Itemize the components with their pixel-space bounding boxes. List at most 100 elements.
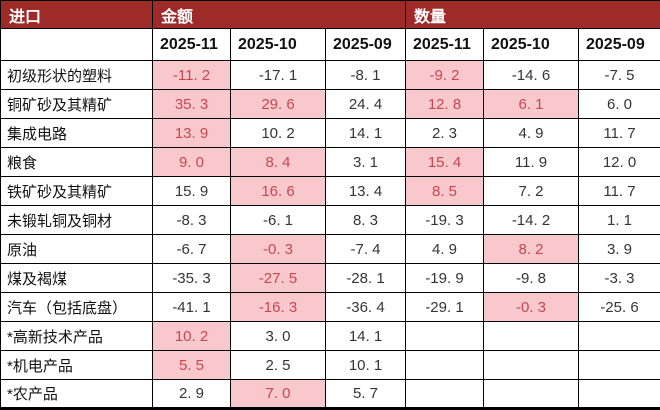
table-row: *农产品 2. 9 7. 0 5. 7: [1, 380, 660, 409]
month-header-quantity-3: 2025-09: [579, 29, 660, 61]
table-title-import: 进口: [1, 1, 153, 29]
table-row: 煤及褐煤 -35. 3 -27. 5 -28. 1 -19. 9 -9. 8 -…: [1, 264, 660, 293]
amount-cell: -8. 3: [153, 206, 231, 235]
table-body: 初级形状的塑料 -11. 2 -17. 1 -8. 1 -9. 2 -14. 6…: [1, 61, 660, 409]
amount-cell: -0. 3: [231, 235, 326, 264]
amount-cell: -16. 3: [231, 293, 326, 322]
table-row: 铜矿砂及其精矿 35. 3 29. 6 24. 4 12. 8 6. 1 6. …: [1, 90, 660, 119]
amount-cell: -36. 4: [326, 293, 406, 322]
amount-cell: 10. 2: [231, 119, 326, 148]
quantity-cell: 12. 0: [579, 148, 660, 177]
quantity-cell: [579, 322, 660, 351]
row-label-cell: 未锻轧铜及铜材: [1, 206, 153, 235]
quantity-cell: 2. 3: [406, 119, 484, 148]
amount-cell: -27. 5: [231, 264, 326, 293]
amount-cell: 10. 2: [153, 322, 231, 351]
amount-cell: 5. 7: [326, 380, 406, 409]
row-label-cell: 粮食: [1, 148, 153, 177]
quantity-cell: -7. 5: [579, 61, 660, 90]
amount-cell: -8. 1: [326, 61, 406, 90]
amount-cell: 10. 1: [326, 351, 406, 380]
table-row: 初级形状的塑料 -11. 2 -17. 1 -8. 1 -9. 2 -14. 6…: [1, 61, 660, 90]
amount-cell: 14. 1: [326, 119, 406, 148]
amount-cell: 7. 0: [231, 380, 326, 409]
quantity-cell: 15. 4: [406, 148, 484, 177]
amount-cell: 14. 1: [326, 322, 406, 351]
amount-cell: 3. 1: [326, 148, 406, 177]
quantity-cell: 6. 1: [484, 90, 579, 119]
amount-cell: -6. 1: [231, 206, 326, 235]
amount-cell: 8. 3: [326, 206, 406, 235]
row-label-cell: 铁矿砂及其精矿: [1, 177, 153, 206]
row-label-cell: 集成电路: [1, 119, 153, 148]
table-row: 粮食 9. 0 8. 4 3. 1 15. 4 11. 9 12. 0: [1, 148, 660, 177]
amount-cell: -7. 4: [326, 235, 406, 264]
table-row: 汽车（包括底盘） -41. 1 -16. 3 -36. 4 -29. 1 -0.…: [1, 293, 660, 322]
row-label-cell: 煤及褐煤: [1, 264, 153, 293]
table-row: 铁矿砂及其精矿 15. 9 16. 6 13. 4 8. 5 7. 2 11. …: [1, 177, 660, 206]
month-header-amount-1: 2025-11: [153, 29, 231, 61]
row-label-cell: 初级形状的塑料: [1, 61, 153, 90]
month-header-quantity-1: 2025-11: [406, 29, 484, 61]
quantity-cell: 8. 2: [484, 235, 579, 264]
quantity-cell: [484, 380, 579, 409]
amount-cell: 29. 6: [231, 90, 326, 119]
amount-cell: 13. 4: [326, 177, 406, 206]
amount-cell: 9. 0: [153, 148, 231, 177]
quantity-cell: [579, 380, 660, 409]
amount-cell: -35. 3: [153, 264, 231, 293]
quantity-cell: -0. 3: [484, 293, 579, 322]
quantity-cell: 7. 2: [484, 177, 579, 206]
amount-cell: 2. 5: [231, 351, 326, 380]
quantity-cell: -3. 3: [579, 264, 660, 293]
quantity-cell: 11. 9: [484, 148, 579, 177]
table-row: 未锻轧铜及铜材 -8. 3 -6. 1 8. 3 -19. 3 -14. 2 1…: [1, 206, 660, 235]
amount-cell: -6. 7: [153, 235, 231, 264]
table-row: 集成电路 13. 9 10. 2 14. 1 2. 3 4. 9 11. 7: [1, 119, 660, 148]
group-header-row: 进口 金额 数量: [1, 1, 660, 29]
row-label-cell: 汽车（包括底盘）: [1, 293, 153, 322]
row-label-cell: *高新技术产品: [1, 322, 153, 351]
quantity-cell: 4. 9: [406, 235, 484, 264]
quantity-cell: [406, 380, 484, 409]
quantity-cell: [579, 351, 660, 380]
amount-cell: -11. 2: [153, 61, 231, 90]
quantity-cell: -9. 2: [406, 61, 484, 90]
quantity-cell: -14. 2: [484, 206, 579, 235]
quantity-cell: [406, 351, 484, 380]
group-header-quantity: 数量: [406, 1, 660, 29]
quantity-cell: [484, 351, 579, 380]
amount-cell: -17. 1: [231, 61, 326, 90]
amount-cell: 13. 9: [153, 119, 231, 148]
quantity-cell: -9. 8: [484, 264, 579, 293]
table-row: 原油 -6. 7 -0. 3 -7. 4 4. 9 8. 2 3. 9: [1, 235, 660, 264]
month-header-amount-3: 2025-09: [326, 29, 406, 61]
group-header-amount: 金额: [153, 1, 406, 29]
amount-cell: 35. 3: [153, 90, 231, 119]
row-label-cell: *机电产品: [1, 351, 153, 380]
quantity-cell: 11. 7: [579, 119, 660, 148]
quantity-cell: -29. 1: [406, 293, 484, 322]
quantity-cell: 8. 5: [406, 177, 484, 206]
amount-cell: 8. 4: [231, 148, 326, 177]
month-header-amount-2: 2025-10: [231, 29, 326, 61]
amount-cell: 3. 0: [231, 322, 326, 351]
month-header-row: 2025-11 2025-10 2025-09 2025-11 2025-10 …: [1, 29, 660, 61]
quantity-cell: 12. 8: [406, 90, 484, 119]
row-label-cell: *农产品: [1, 380, 153, 409]
amount-cell: 5. 5: [153, 351, 231, 380]
table-row: *高新技术产品 10. 2 3. 0 14. 1: [1, 322, 660, 351]
quantity-cell: -19. 3: [406, 206, 484, 235]
amount-cell: 15. 9: [153, 177, 231, 206]
quantity-cell: [406, 322, 484, 351]
quantity-cell: -19. 9: [406, 264, 484, 293]
blank-corner-cell: [1, 29, 153, 61]
quantity-cell: [484, 322, 579, 351]
amount-cell: 2. 9: [153, 380, 231, 409]
amount-cell: 16. 6: [231, 177, 326, 206]
quantity-cell: -14. 6: [484, 61, 579, 90]
amount-cell: -41. 1: [153, 293, 231, 322]
amount-cell: -28. 1: [326, 264, 406, 293]
month-header-quantity-2: 2025-10: [484, 29, 579, 61]
